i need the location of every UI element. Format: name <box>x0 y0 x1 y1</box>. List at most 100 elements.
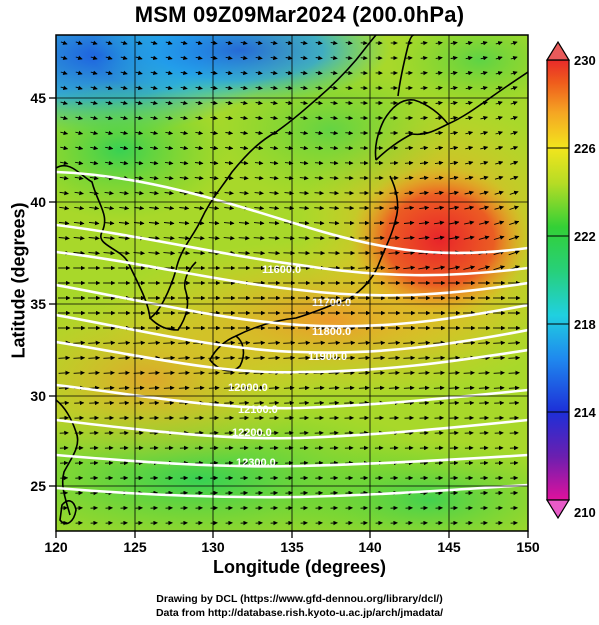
wind-arrow <box>433 220 445 226</box>
wind-arrow <box>103 370 115 376</box>
wind-arrow <box>163 355 176 361</box>
wind-arrow <box>285 145 294 151</box>
wind-arrow <box>60 100 68 106</box>
wind-arrow <box>104 205 115 211</box>
wind-arrow <box>88 220 100 226</box>
wind-arrow <box>148 220 160 226</box>
wind-arrow <box>329 205 340 211</box>
wind-arrow <box>223 220 235 226</box>
lat-lon-grid <box>56 35 528 531</box>
contour-label: 12300.0 <box>236 457 276 469</box>
wind-arrow <box>464 220 475 225</box>
wind-arrow <box>150 145 159 151</box>
wind-arrow <box>448 370 460 376</box>
wind-arrow <box>330 70 338 76</box>
wind-arrow <box>313 220 325 226</box>
wind-arrow <box>195 55 203 61</box>
contour-labels: 11600.0 11700.0 11800.0 11900.0 12000.0 … <box>228 264 351 469</box>
wind-arrow <box>479 175 489 181</box>
wind-arrow <box>463 340 476 346</box>
wind-arrow <box>253 385 265 391</box>
y-tick-label: 45 <box>30 90 46 106</box>
wind-arrow <box>224 205 235 211</box>
wind-arrow <box>255 130 264 136</box>
wind-arrow <box>510 56 518 61</box>
wind-arrow <box>495 41 503 46</box>
wind-arrow <box>465 100 473 106</box>
wind-arrow <box>74 190 84 196</box>
wind-arrow <box>149 175 159 181</box>
wind-arrow <box>298 220 310 226</box>
wind-arrow <box>75 70 83 75</box>
wind-arrow <box>270 55 278 61</box>
wind-arrow <box>135 40 143 45</box>
wind-arrow <box>223 340 236 346</box>
wind-arrow <box>180 130 189 136</box>
wind-arrow <box>420 70 428 76</box>
wind-arrow <box>90 160 99 166</box>
y-axis-label: Latitude (degrees) <box>8 202 29 359</box>
wind-arrow <box>255 55 263 61</box>
wind-arrow <box>300 145 309 151</box>
wind-arrow <box>89 175 99 181</box>
wind-arrow <box>240 115 248 121</box>
wind-arrow <box>180 40 188 46</box>
wind-arrow <box>104 190 114 196</box>
wind-arrow <box>463 370 475 376</box>
wind-arrow <box>60 40 68 45</box>
wind-arrow <box>328 355 341 361</box>
x-axis-label: Longitude (degrees) <box>212 557 386 577</box>
wind-arrow <box>119 190 129 196</box>
wind-arrow <box>464 190 474 196</box>
wind-arrow <box>388 385 400 391</box>
wind-arrow <box>494 205 504 210</box>
wind-arrow <box>90 85 98 91</box>
wind-arrow <box>315 70 323 76</box>
wind-arrow <box>134 175 144 181</box>
x-tick-label: 135 <box>280 539 304 555</box>
wind-arrow <box>194 160 204 166</box>
wind-arrow <box>224 160 234 166</box>
wind-arrow <box>345 70 353 76</box>
wind-arrow <box>480 130 489 136</box>
wind-arrow <box>90 145 99 151</box>
wind-arrow <box>315 100 323 106</box>
wind-arrow <box>164 190 174 196</box>
wind-arrow <box>465 130 474 136</box>
wind-arrow <box>255 115 263 121</box>
wind-arrow <box>493 235 505 240</box>
wind-arrow <box>420 115 428 121</box>
wind-arrow <box>300 55 308 61</box>
wind-arrow <box>105 145 114 151</box>
wind-arrow <box>510 101 518 106</box>
wind-arrow <box>358 370 370 376</box>
wind-arrow <box>135 85 143 91</box>
wind-arrow <box>179 205 190 211</box>
wind-arrow <box>478 370 490 376</box>
wind-arrow <box>88 250 100 256</box>
wind-arrow <box>58 235 70 241</box>
wind-arrow <box>105 160 114 166</box>
wind-arrow <box>494 220 505 225</box>
wind-arrow <box>90 55 98 60</box>
wind-arrow <box>238 355 251 361</box>
wind-arrow <box>163 220 175 226</box>
wind-arrow <box>300 70 308 76</box>
wind-arrow <box>60 160 69 166</box>
wind-arrow <box>178 385 190 391</box>
wind-arrow <box>269 190 279 196</box>
wind-arrow <box>449 220 460 226</box>
wind-arrow <box>193 385 205 391</box>
wind-arrow <box>209 205 220 211</box>
wind-arrow <box>313 355 326 361</box>
wind-arrow <box>150 115 158 121</box>
wind-arrow <box>418 220 430 226</box>
wind-arrow <box>314 190 324 196</box>
y-tick-labels: 25 30 35 40 45 <box>30 90 46 494</box>
wind-arrow <box>255 145 264 151</box>
wind-arrow <box>270 145 279 151</box>
wind-arrow <box>298 355 311 361</box>
wind-arrow <box>508 370 520 376</box>
wind-arrow <box>405 145 414 151</box>
wind-arrow <box>253 235 265 241</box>
